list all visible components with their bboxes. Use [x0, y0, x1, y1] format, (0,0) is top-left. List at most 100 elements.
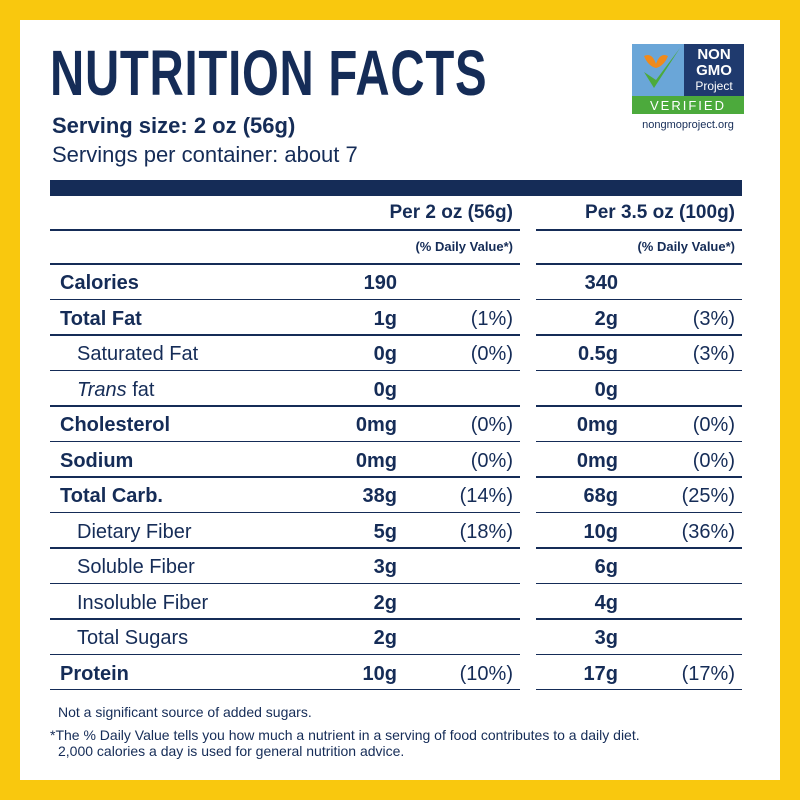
- serving-size: Serving size: 2 oz (56g): [52, 113, 296, 138]
- rule: [50, 369, 520, 371]
- percent: (17%): [681, 662, 735, 685]
- rule: [50, 582, 520, 584]
- amount: 4g: [594, 591, 618, 614]
- amount: 68g: [583, 485, 618, 507]
- percent: (0%): [470, 449, 513, 472]
- amount: 6g: [594, 556, 618, 578]
- percent: (3%): [692, 307, 735, 330]
- rule: [50, 440, 520, 442]
- rule: [536, 440, 742, 442]
- amount: 0g: [594, 378, 618, 401]
- percent: (14%): [459, 485, 513, 507]
- amount: 3g: [373, 556, 397, 578]
- nutrient-prefix: Trans: [77, 378, 127, 401]
- row: Trans fat 0g 0g: [0, 372, 800, 408]
- rule: [536, 369, 742, 371]
- rule: [536, 476, 742, 478]
- servings: Servings per container: about 7: [52, 142, 358, 167]
- nutrient: Total Sugars: [77, 627, 189, 649]
- row: Total Fat 1g (1%) 2g (3%): [0, 301, 800, 337]
- rule: [50, 476, 520, 478]
- nutrient: Insoluble Fiber: [77, 591, 209, 614]
- rule: [50, 334, 520, 336]
- row: Cholesterol 0mg (0%) 0mg (0%): [0, 407, 800, 443]
- amount: 1g: [373, 307, 397, 330]
- nutrient: Sodium: [60, 449, 134, 472]
- percent: (0%): [692, 449, 735, 472]
- daily-value-note: (% Daily Value*): [415, 239, 513, 254]
- footnote: 2,000 calories a day is used for general…: [58, 743, 405, 759]
- row: Saturated Fat 0g (0%) 0.5g (3%): [0, 336, 800, 372]
- row: Soluble Fiber 3g 6g: [0, 549, 800, 585]
- row: Protein 10g (10%) 17g (17%): [0, 656, 800, 692]
- rule: [536, 405, 742, 407]
- amount: 0g: [373, 378, 397, 401]
- rule: [50, 263, 520, 265]
- percent: (0%): [470, 414, 513, 436]
- logo-badge: VERIFIED: [650, 98, 726, 113]
- nutrient: Dietary Fiber: [77, 520, 192, 543]
- percent: (25%): [681, 485, 735, 507]
- logo-text: NON: [697, 46, 730, 63]
- amount: 0mg: [355, 449, 397, 472]
- rule: [50, 618, 520, 620]
- title: NUTRITION FACTS: [50, 37, 488, 109]
- amount: 10g: [362, 662, 397, 685]
- amount: 0g: [373, 343, 397, 365]
- rule: [536, 511, 742, 513]
- rule: [50, 688, 520, 690]
- rule: [536, 547, 742, 549]
- percent: (3%): [692, 343, 735, 365]
- rule: [536, 298, 742, 300]
- row: Insoluble Fiber 2g 4g: [0, 585, 800, 621]
- footnote: *The % Daily Value tells you how much a …: [50, 727, 640, 743]
- header-bar: [50, 180, 742, 196]
- column-header: Per 3.5 oz (100g): [585, 202, 735, 223]
- nutrient: Soluble Fiber: [77, 556, 195, 578]
- amount: 5g: [373, 520, 397, 543]
- nutrient: Saturated Fat: [77, 343, 199, 365]
- nutrient: Cholesterol: [60, 414, 171, 436]
- percent: (36%): [681, 520, 735, 543]
- amount: 0mg: [576, 414, 618, 436]
- footnote: Not a significant source of added sugars…: [58, 704, 312, 720]
- percent: (1%): [470, 307, 513, 330]
- percent: (18%): [459, 520, 513, 543]
- panel: [20, 20, 780, 780]
- rule: [50, 298, 520, 300]
- amount: 17g: [583, 662, 618, 685]
- rule: [50, 547, 520, 549]
- rule: [536, 582, 742, 584]
- logo-text: Project: [695, 79, 733, 93]
- nutrient: Total Fat: [60, 307, 142, 330]
- rule: [536, 653, 742, 655]
- row: Dietary Fiber 5g (18%) 10g (36%): [0, 514, 800, 550]
- amount: 10g: [583, 520, 618, 543]
- amount: 0mg: [355, 414, 397, 436]
- logo-url: nongmoproject.org: [642, 119, 734, 131]
- amount: 340: [584, 272, 618, 294]
- rule: [50, 511, 520, 513]
- amount: 0mg: [576, 449, 618, 472]
- rule: [50, 405, 520, 407]
- amount: 190: [363, 272, 397, 294]
- nutrient: Trans fat: [77, 379, 154, 402]
- amount: 2g: [373, 627, 397, 649]
- nutrient: Calories: [60, 272, 139, 294]
- amount: 2g: [594, 307, 618, 330]
- nutrient: Protein: [60, 662, 129, 685]
- rule: [536, 334, 742, 336]
- logo-text: GMO: [696, 62, 732, 79]
- row: Total Sugars 2g 3g: [0, 620, 800, 656]
- row: Total Carb. 38g (14%) 68g (25%): [0, 478, 800, 514]
- amount: 2g: [373, 591, 397, 614]
- amount: 3g: [594, 627, 618, 649]
- daily-value-note: (% Daily Value*): [637, 239, 735, 254]
- percent: (0%): [470, 343, 513, 365]
- row: Calories 190 340: [0, 265, 800, 301]
- amount: 0.5g: [577, 343, 618, 365]
- rule: [536, 263, 742, 265]
- rule: [50, 653, 520, 655]
- nutrient-name: fat: [132, 378, 155, 401]
